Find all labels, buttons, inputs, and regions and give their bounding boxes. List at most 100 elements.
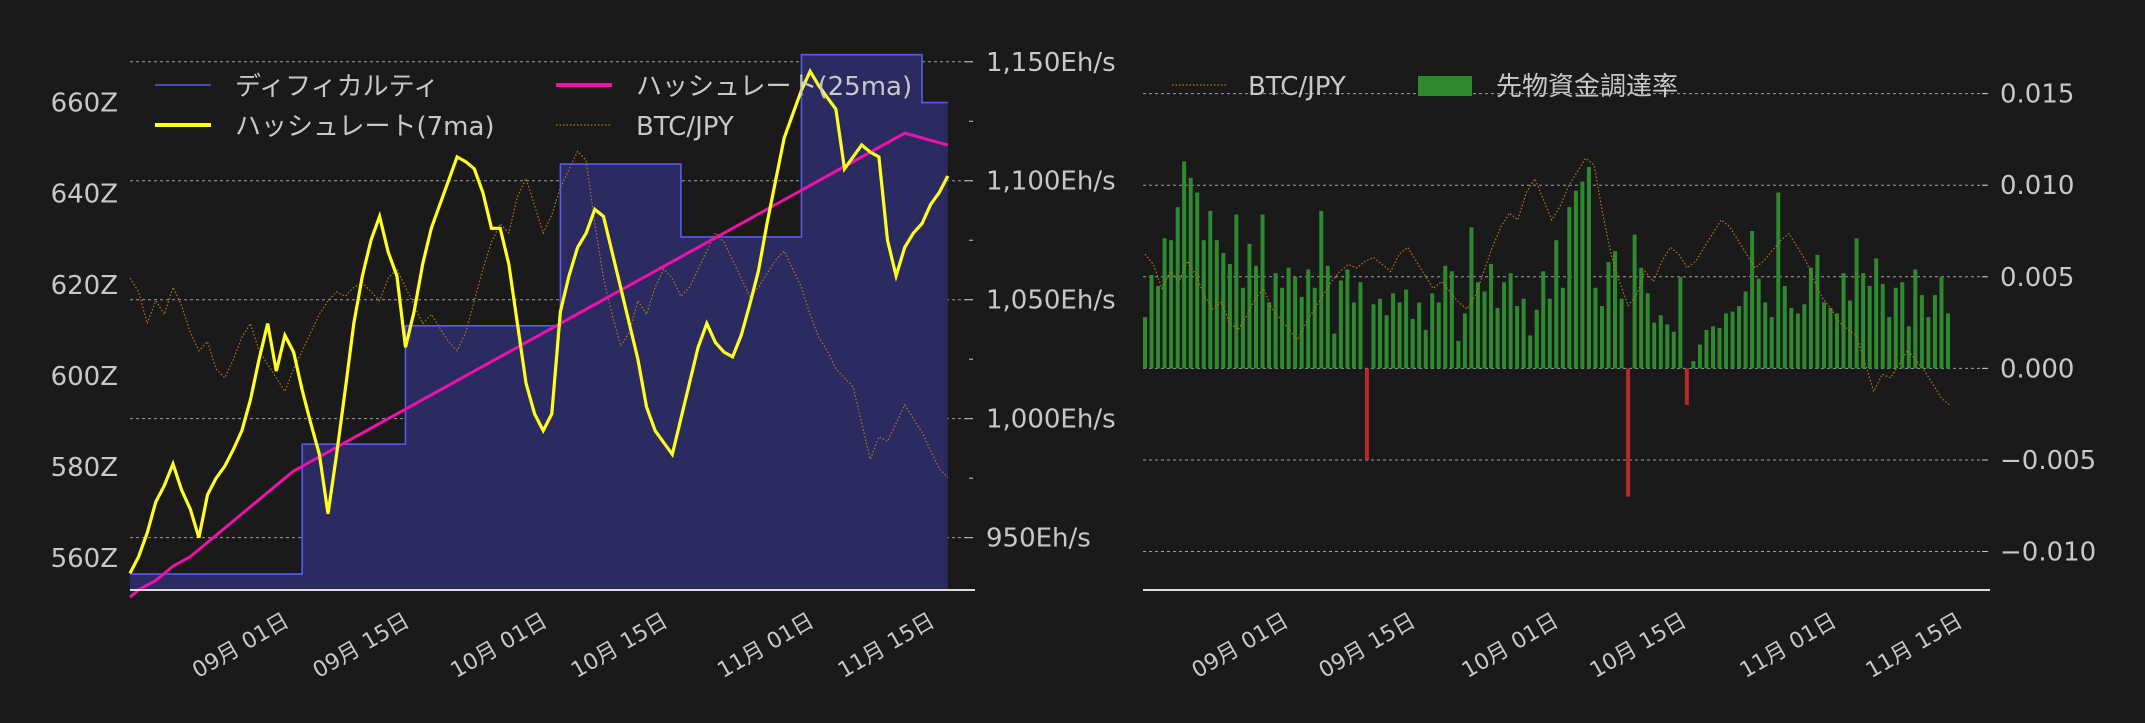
left-chart-x-ticks: 09月 01日 09月 15日 10月 01日 10月 15日 11月 01日 11月 1… bbox=[188, 609, 939, 684]
difficulty-tick-label: 560Z bbox=[51, 544, 118, 574]
hashrate-tick-label: 1,050Eh/s bbox=[986, 286, 1116, 316]
funding-rate-bar bbox=[1906, 326, 1911, 369]
funding-rate-bar bbox=[1841, 273, 1846, 369]
right-chart-gridlines bbox=[1143, 93, 1988, 553]
funding-rate-bar bbox=[1691, 361, 1696, 369]
hashrate-difficulty-chart: 560Z 580Z 600Z 620Z 640Z 660Z 950Eh/s 1,000Eh/… bbox=[51, 48, 1116, 684]
funding-rate-bar bbox=[1619, 298, 1624, 369]
funding-rate-bar bbox=[1482, 291, 1487, 369]
funding-rate-bar bbox=[1221, 252, 1226, 369]
funding-rate-bar bbox=[1893, 287, 1898, 369]
funding-rate-bar bbox=[1586, 166, 1591, 369]
funding-rate-bar bbox=[1247, 243, 1252, 369]
funding-rate-bar bbox=[1802, 304, 1807, 369]
funding-rate-bar bbox=[1939, 276, 1944, 369]
funding-rate-bar bbox=[1900, 282, 1905, 369]
funding-tick-label: −0.005 bbox=[2000, 446, 2096, 476]
funding-tick-label: −0.010 bbox=[2000, 538, 2096, 568]
funding-rate-bar bbox=[1776, 192, 1781, 369]
hashrate-tick-label: 950Eh/s bbox=[986, 524, 1091, 554]
funding-rate-bar bbox=[1932, 295, 1937, 369]
funding-rate-bar bbox=[1443, 265, 1448, 369]
funding-rate-bar bbox=[1273, 273, 1278, 369]
funding-rate-bar bbox=[1162, 238, 1167, 369]
funding-rate-bar bbox=[1195, 192, 1200, 369]
funding-rate-bar bbox=[1926, 317, 1931, 369]
funding-rate-bar bbox=[1704, 329, 1709, 369]
funding-rate-bar bbox=[1364, 368, 1369, 460]
funding-rate-bar bbox=[1763, 302, 1768, 369]
funding-rate-bar bbox=[1697, 344, 1702, 369]
hashrate-25ma-line bbox=[129, 131, 949, 599]
right-chart-legend: BTC/JPY 先物資金調達率 bbox=[1172, 72, 1678, 102]
funding-rate-bar bbox=[1253, 265, 1258, 369]
funding-rate-bar bbox=[1299, 296, 1304, 369]
funding-rate-bar bbox=[1599, 306, 1604, 369]
funding-rate-bar bbox=[1724, 313, 1729, 369]
funding-rate-bar bbox=[1835, 313, 1840, 369]
funding-rate-bar bbox=[1854, 238, 1859, 369]
funding-rate-bar bbox=[1789, 307, 1794, 369]
funding-rate-bar bbox=[1293, 276, 1298, 369]
legend-label: BTC/JPY bbox=[1248, 72, 1346, 102]
funding-rate-bar bbox=[1821, 302, 1826, 369]
funding-rate-bar bbox=[1449, 271, 1454, 369]
funding-rate-bar bbox=[1684, 368, 1689, 406]
funding-rate-bar bbox=[1515, 306, 1520, 369]
funding-rate-bar bbox=[1502, 282, 1507, 369]
funding-rate-bar bbox=[1521, 298, 1526, 369]
funding-rate-bar bbox=[1462, 313, 1467, 369]
funding-rate-bar bbox=[1384, 315, 1389, 369]
funding-rate-bar bbox=[1913, 269, 1918, 369]
funding-rate-bar bbox=[1495, 307, 1500, 369]
funding-rate-bar bbox=[1658, 315, 1663, 369]
funding-rate-bar bbox=[1371, 304, 1376, 369]
funding-rate-bar bbox=[1632, 234, 1637, 369]
funding-rate-bar bbox=[1240, 287, 1245, 369]
funding-rate-bar bbox=[1430, 293, 1435, 369]
funding-rate-bar bbox=[1188, 177, 1193, 369]
funding-rate-bar bbox=[1234, 214, 1239, 369]
funding-rate-bar bbox=[1652, 322, 1657, 369]
funding-rate-bar bbox=[1528, 335, 1533, 369]
funding-rate-bar bbox=[1508, 273, 1513, 369]
funding-rate-bar bbox=[1175, 207, 1180, 369]
funding-rate-bar bbox=[1391, 293, 1396, 369]
x-tick-label: 09月 15日 bbox=[1315, 609, 1420, 684]
x-tick-label: 11月 01日 bbox=[1736, 609, 1841, 684]
difficulty-tick-label: 600Z bbox=[51, 362, 118, 392]
x-tick-label: 09月 01日 bbox=[1188, 609, 1293, 684]
difficulty-line bbox=[130, 53, 948, 575]
funding-rate-bar bbox=[1750, 231, 1755, 369]
hashrate-7ma-line bbox=[128, 67, 950, 575]
funding-rate-bar bbox=[1737, 306, 1742, 369]
funding-rate-bar bbox=[1319, 210, 1324, 369]
funding-rate-bar bbox=[1469, 227, 1474, 369]
x-tick-label: 09月 01日 bbox=[188, 609, 293, 684]
funding-rate-bar bbox=[1351, 302, 1356, 369]
x-tick-label: 10月 01日 bbox=[1458, 609, 1563, 684]
funding-rate-bar bbox=[1286, 267, 1291, 369]
legend-label: 先物資金調達率 bbox=[1496, 72, 1678, 102]
funding-rate-bar bbox=[1436, 302, 1441, 369]
funding-rate-bar bbox=[1593, 287, 1598, 369]
funding-rate-bar bbox=[1769, 317, 1774, 369]
legend-label: BTC/JPY bbox=[636, 112, 734, 142]
funding-rate-bar bbox=[1743, 291, 1748, 369]
funding-rate-bar bbox=[1143, 317, 1147, 369]
funding-rate-bar bbox=[1717, 328, 1722, 369]
funding-rate-bar bbox=[1782, 285, 1787, 369]
x-tick-label: 09月 15日 bbox=[309, 609, 414, 684]
hashrate-axis-ticks: 950Eh/s 1,000Eh/s 1,050Eh/s 1,100Eh/s 1,150E… bbox=[965, 48, 1116, 554]
funding-rate-bar bbox=[1169, 240, 1174, 369]
legend-label: ハッシュレート(7ma) bbox=[235, 112, 495, 142]
funding-rate-bar bbox=[1848, 300, 1853, 369]
funding-rate-bar bbox=[1808, 267, 1813, 369]
funding-rate-bar bbox=[1214, 240, 1219, 369]
btc-jpy-line-right bbox=[1144, 157, 1951, 406]
funding-rate-bar bbox=[1874, 258, 1879, 369]
funding-rate-bar bbox=[1671, 331, 1676, 369]
funding-rate-bar bbox=[1946, 313, 1950, 369]
funding-rate-bar bbox=[1475, 282, 1480, 369]
